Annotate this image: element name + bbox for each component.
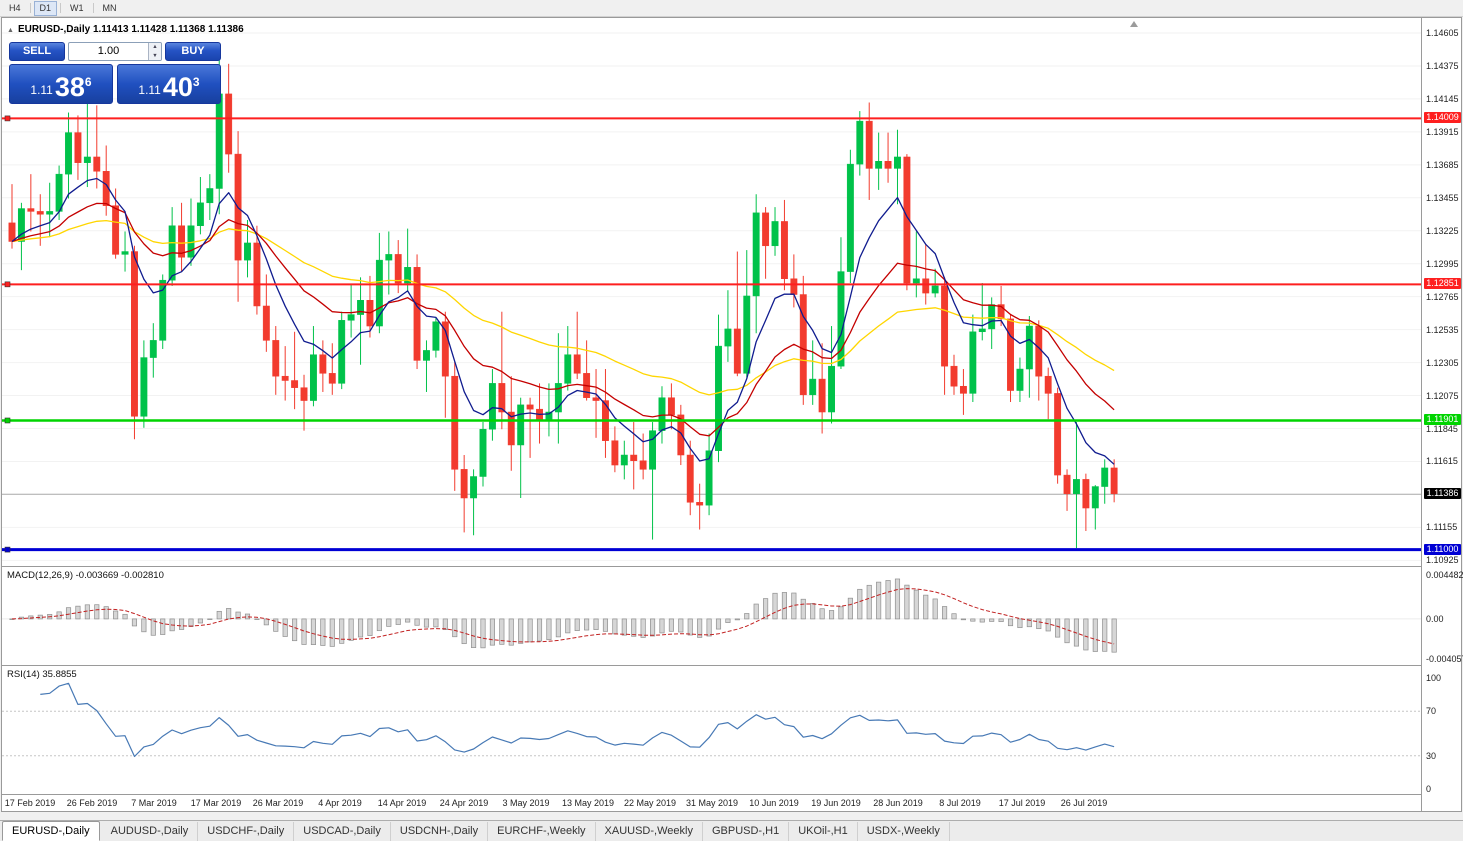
candlestick-chart[interactable] — [2, 18, 1421, 811]
price-axis-tick: 1.12305 — [1426, 357, 1459, 368]
hline-price-label: 1.12851 — [1424, 278, 1461, 290]
volume-value[interactable]: 1.00 — [97, 45, 120, 57]
date-label: 10 Jun 2019 — [749, 798, 799, 808]
buy-price-prefix: 1.11 — [138, 83, 161, 97]
rsi-indicator-label: RSI(14) 35.8855 — [7, 669, 77, 680]
time-axis[interactable]: 17 Feb 2019 26 Feb 2019 7 Mar 2019 17 Mar 2… — [2, 795, 1421, 811]
price-axis-tick: 1.13455 — [1426, 192, 1459, 203]
hline-price-label: 1.14009 — [1424, 112, 1461, 124]
macd-indicator-label: MACD(12,26,9) -0.003669 -0.002810 — [7, 570, 164, 581]
tab-ukoil-h1[interactable]: UKOil-,H1 — [789, 822, 858, 841]
timeframe-d1-button[interactable]: D1 — [33, 0, 58, 16]
timeframe-toolbar: H4 D1 W1 MN — [0, 0, 1463, 17]
price-axis-tick: 1.14605 — [1426, 28, 1459, 38]
price-axis-tick: 1.12075 — [1426, 390, 1459, 401]
chart-tabs-bar: EURUSD-,Daily AUDUSD-,Daily USDCHF-,Dail… — [0, 820, 1463, 841]
price-axis[interactable]: 1.14605 1.14375 1.14145 1.13915 1.13685 1.134… — [1421, 18, 1463, 811]
horizontal-scrollbar[interactable] — [1, 813, 1462, 820]
price-axis-tick: 1.10925 — [1426, 555, 1459, 566]
tab-usdchf-daily[interactable]: USDCHF-,Daily — [198, 822, 295, 841]
tab-eurusd-daily[interactable]: EURUSD-,Daily — [2, 821, 100, 841]
macd-axis-tick: 0.004482 — [1426, 570, 1463, 580]
date-label: 13 May 2019 — [561, 798, 615, 808]
date-label: 8 Jul 2019 — [939, 798, 981, 808]
toolbar-separator — [92, 3, 94, 13]
timeframe-mn-button[interactable]: MN — [97, 1, 123, 16]
current-price-label: 1.11386 — [1424, 488, 1461, 500]
sell-price-pip: 6 — [84, 75, 92, 89]
volume-decrease-icon[interactable]: ▼ — [149, 51, 161, 60]
sell-button[interactable]: SELL — [9, 42, 65, 61]
rsi-axis-tick: 100 — [1426, 673, 1442, 683]
one-click-trading-panel: SELL 1.00 ▲ ▼ BUY 1.11 38 6 1.11 40 3 — [9, 42, 221, 104]
hline-price-label: 1.11901 — [1424, 414, 1461, 426]
collapse-trade-panel-icon[interactable]: ▲ — [7, 27, 14, 34]
panel-divider[interactable] — [2, 794, 1461, 795]
date-label: 3 May 2019 — [502, 798, 550, 808]
tab-xauusd-weekly[interactable]: XAUUSD-,Weekly — [596, 822, 703, 841]
tab-eurchf-weekly[interactable]: EURCHF-,Weekly — [488, 822, 596, 841]
date-label: 26 Jul 2019 — [1060, 798, 1108, 808]
macd-axis-tick: -0.004057 — [1426, 653, 1463, 664]
date-label: 17 Mar 2019 — [190, 798, 242, 808]
buy-button[interactable]: BUY — [165, 42, 221, 61]
ohlc-info-text: EURUSD-,Daily 1.11413 1.11428 1.11368 1.… — [17, 24, 244, 35]
tab-usdcad-daily[interactable]: USDCAD-,Daily — [294, 822, 391, 841]
date-label: 17 Jul 2019 — [998, 798, 1046, 808]
chart-window: ▲ EURUSD-,Daily 1.11413 1.11428 1.11368 1… — [1, 17, 1463, 812]
date-label: 26 Mar 2019 — [252, 798, 304, 808]
rsi-axis-tick: 30 — [1426, 750, 1437, 761]
price-axis-tick: 1.13685 — [1426, 159, 1459, 170]
price-axis-tick: 1.11845 — [1426, 423, 1458, 434]
date-label: 19 Jun 2019 — [811, 798, 861, 808]
rsi-axis-tick: 70 — [1426, 706, 1437, 717]
price-axis-tick: 1.12765 — [1426, 291, 1459, 302]
volume-increase-icon[interactable]: ▲ — [149, 43, 161, 52]
toolbar-separator — [29, 3, 31, 13]
date-label: 24 Apr 2019 — [439, 798, 489, 808]
sell-price-big: 38 — [54, 72, 85, 102]
chart-symbol-info: ▲ EURUSD-,Daily 1.11413 1.11428 1.11368 1… — [7, 24, 244, 35]
buy-price-display[interactable]: 1.11 40 3 — [117, 64, 221, 104]
price-axis-tick: 1.11155 — [1426, 522, 1458, 533]
sell-price-display[interactable]: 1.11 38 6 — [9, 64, 113, 104]
toolbar-separator — [60, 3, 62, 13]
price-axis-tick: 1.12995 — [1426, 258, 1459, 269]
trade-panel-price-row: 1.11 38 6 1.11 40 3 — [9, 64, 221, 104]
price-axis-tick: 1.12535 — [1426, 324, 1459, 335]
date-label: 28 Jun 2019 — [873, 798, 923, 808]
hline-price-label: 1.11000 — [1424, 543, 1461, 555]
date-label: 26 Feb 2019 — [66, 798, 118, 808]
volume-spinner: ▲ ▼ — [148, 43, 161, 60]
date-label: 22 May 2019 — [623, 798, 677, 808]
date-label: 4 Apr 2019 — [318, 798, 362, 808]
timeframe-w1-button[interactable]: W1 — [64, 1, 90, 16]
macd-axis-tick: 0.00 — [1426, 613, 1444, 624]
rsi-axis-tick: 0 — [1426, 784, 1432, 794]
chart-shift-marker-icon — [1130, 21, 1138, 27]
tab-audusd-daily[interactable]: AUDUSD-,Daily — [102, 822, 199, 841]
panel-divider[interactable] — [2, 665, 1461, 666]
panel-divider[interactable] — [2, 566, 1461, 567]
tab-gbpusd-h1[interactable]: GBPUSD-,H1 — [703, 822, 790, 841]
sell-price-prefix: 1.11 — [30, 83, 53, 97]
price-axis-tick: 1.14375 — [1426, 60, 1459, 71]
trade-panel-top-row: SELL 1.00 ▲ ▼ BUY — [9, 42, 221, 61]
price-axis-tick: 1.14145 — [1426, 93, 1459, 104]
date-label: 7 Mar 2019 — [131, 798, 177, 808]
buy-price-pip: 3 — [192, 75, 200, 89]
date-label: 31 May 2019 — [685, 798, 739, 808]
price-axis-tick: 1.13225 — [1426, 225, 1459, 236]
volume-stepper[interactable]: 1.00 ▲ ▼ — [68, 42, 162, 61]
tab-usdx-weekly[interactable]: USDX-,Weekly — [858, 822, 950, 841]
price-axis-tick: 1.13915 — [1426, 126, 1459, 137]
tab-usdcnh-daily[interactable]: USDCNH-,Daily — [391, 822, 489, 841]
date-label: 14 Apr 2019 — [377, 798, 427, 808]
buy-price-big: 40 — [162, 72, 193, 102]
timeframe-h4-button[interactable]: H4 — [3, 1, 27, 16]
date-label: 17 Feb 2019 — [4, 798, 56, 808]
price-axis-tick: 1.11615 — [1426, 456, 1458, 467]
